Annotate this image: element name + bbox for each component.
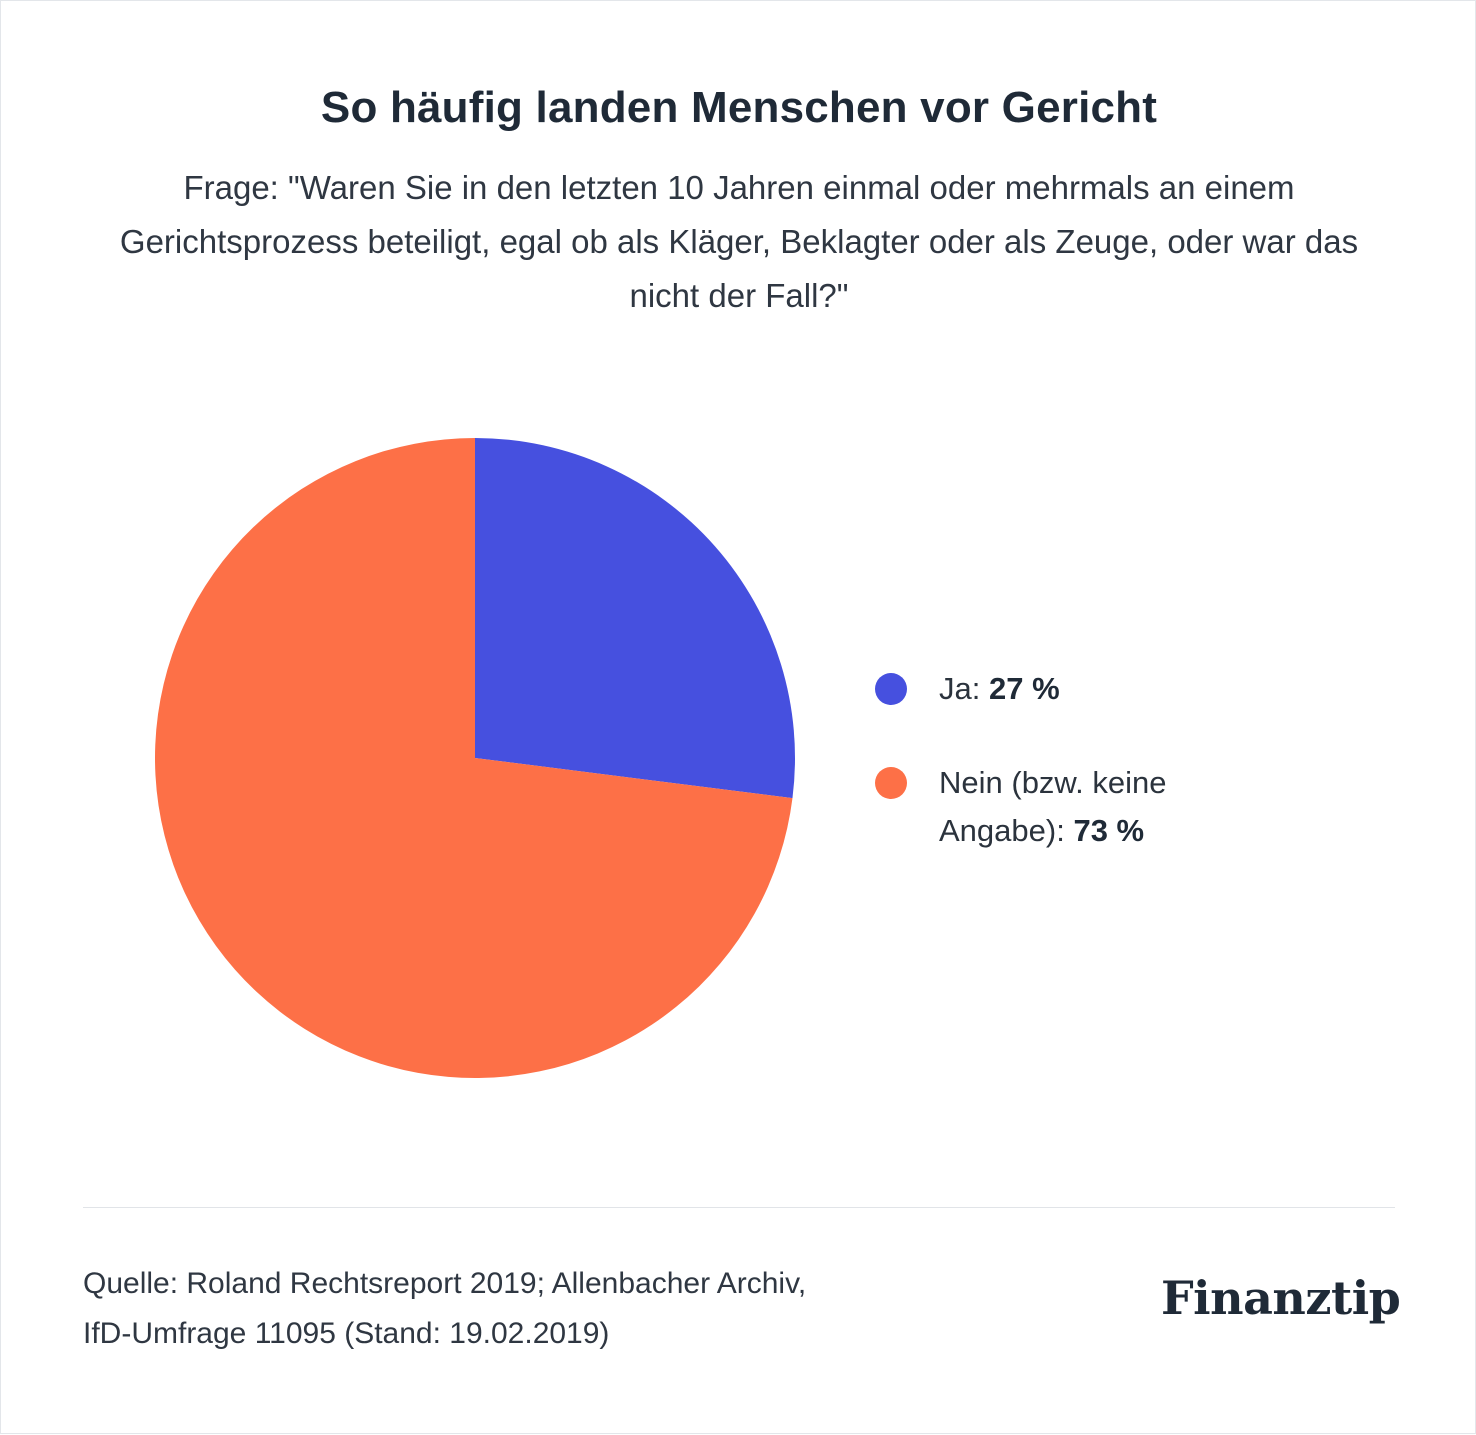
pie-slice-nein — [155, 438, 793, 1078]
divider — [83, 1207, 1395, 1208]
chart-subtitle: Frage: "Waren Sie in den letzten 10 Jahr… — [119, 169, 1359, 314]
chart-title: So häufig landen Menschen vor Gericht — [320, 83, 1158, 132]
legend-label-nein: Nein (bzw. keine Angabe): 73 % — [939, 765, 1167, 848]
pie-slice-ja — [475, 438, 795, 799]
source-line-2: IfD-Umfrage 11095 (Stand: 19.02.2019) — [83, 1317, 610, 1350]
finanztip-logo: Finanztip — [1161, 1271, 1401, 1325]
legend-label-ja: Ja: 27 % — [939, 671, 1060, 706]
legend-value-ja: 27 % — [988, 671, 1060, 706]
legend-swatch-ja — [875, 673, 907, 705]
legend-item-nein: Nein (bzw. keine Angabe): 73 % — [875, 759, 1219, 855]
legend-value-nein: 73 % — [1073, 813, 1145, 848]
legend-item-ja: Ja: 27 % — [875, 665, 1219, 713]
source-line-1: Quelle: Roland Rechtsreport 2019; Allenb… — [83, 1267, 807, 1300]
source-note: Quelle: Roland Rechtsreport 2019; Allenb… — [83, 1259, 983, 1359]
legend-swatch-nein — [875, 767, 907, 799]
